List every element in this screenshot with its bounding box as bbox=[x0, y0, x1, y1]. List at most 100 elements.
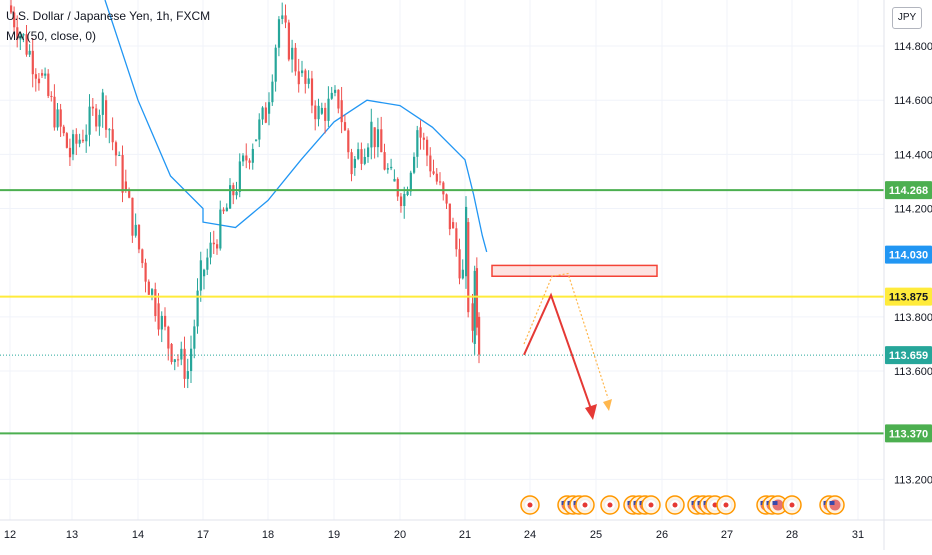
price-label-text: 114.268 bbox=[889, 185, 928, 197]
candle-body bbox=[242, 155, 245, 162]
candle-body bbox=[294, 47, 297, 72]
candle-body bbox=[68, 147, 72, 158]
candle-body bbox=[144, 262, 147, 282]
candle-body bbox=[357, 149, 360, 159]
candle-body bbox=[78, 139, 81, 144]
candle-body bbox=[154, 289, 157, 317]
candle-body bbox=[167, 326, 170, 349]
candle-body bbox=[141, 249, 144, 264]
candle-body bbox=[409, 172, 412, 192]
candle-body bbox=[363, 156, 366, 164]
projection-arrow-dotted[interactable] bbox=[523, 272, 609, 399]
jp-flag-sun bbox=[712, 502, 718, 508]
y-tick-label: 114.800 bbox=[894, 41, 932, 53]
y-tick-label: 114.200 bbox=[894, 204, 932, 216]
candle-body bbox=[216, 244, 219, 249]
candle-body bbox=[59, 109, 62, 127]
candle-body bbox=[75, 134, 78, 144]
candle-body bbox=[350, 152, 353, 175]
candle-body bbox=[393, 178, 396, 182]
candle-body bbox=[287, 22, 290, 60]
currency-label[interactable]: JPY bbox=[892, 7, 922, 29]
candle-body bbox=[219, 209, 222, 249]
candle-body bbox=[183, 348, 186, 379]
candle-body bbox=[173, 359, 176, 363]
candle-body bbox=[229, 185, 232, 209]
jp-event-icon[interactable] bbox=[665, 495, 685, 515]
candle-body bbox=[131, 197, 134, 236]
candle-body bbox=[291, 47, 294, 60]
candle-body bbox=[238, 161, 241, 192]
jp-event-icon[interactable] bbox=[520, 495, 540, 515]
indicator-legend[interactable]: MA (50, close, 0) bbox=[6, 29, 97, 43]
candle-body bbox=[44, 73, 47, 76]
x-tick-label: 13 bbox=[66, 529, 78, 541]
candle-body bbox=[91, 106, 94, 109]
candle-body bbox=[222, 209, 225, 212]
candle-body bbox=[370, 121, 373, 148]
candle-body bbox=[271, 81, 274, 103]
candle-body bbox=[235, 191, 238, 196]
jp-flag-sun bbox=[648, 502, 654, 508]
candle-body bbox=[380, 129, 383, 153]
candle-body bbox=[284, 15, 287, 23]
candle-body bbox=[186, 371, 189, 379]
price-label-text: 113.875 bbox=[889, 292, 928, 304]
candle-body bbox=[65, 133, 68, 148]
candle-body bbox=[314, 105, 317, 120]
candle-body bbox=[442, 182, 445, 195]
price-label-text: 114.030 bbox=[889, 250, 928, 262]
candle-body bbox=[376, 129, 380, 148]
candle-body bbox=[101, 92, 104, 115]
jp-flag-sun bbox=[582, 502, 588, 508]
jp-event-icon[interactable] bbox=[600, 495, 620, 515]
candle-body bbox=[47, 73, 50, 96]
candle-body bbox=[190, 348, 193, 372]
candle-body bbox=[426, 139, 429, 156]
us-flag-canton bbox=[772, 501, 778, 505]
us-event-icon[interactable] bbox=[768, 495, 788, 515]
price-label-box bbox=[885, 424, 932, 443]
candle-body bbox=[297, 71, 300, 85]
candle-body bbox=[209, 242, 212, 258]
candle-body bbox=[157, 303, 160, 330]
us-event-icon[interactable] bbox=[825, 495, 845, 515]
candle-body bbox=[114, 142, 118, 156]
jp-event-icon[interactable] bbox=[782, 495, 802, 515]
candle-body bbox=[301, 70, 304, 74]
y-tick-label: 113.800 bbox=[894, 312, 932, 324]
candle-body bbox=[458, 249, 461, 279]
candle-body bbox=[320, 107, 323, 114]
candle-body bbox=[56, 109, 59, 128]
x-tick-label: 31 bbox=[852, 529, 864, 541]
candle-body bbox=[196, 290, 199, 327]
candle-body bbox=[147, 281, 150, 295]
jp-flag-sun bbox=[527, 502, 533, 508]
candle-body bbox=[193, 326, 196, 349]
candle-body bbox=[85, 134, 88, 142]
candle-body bbox=[478, 316, 481, 355]
candle-body bbox=[160, 315, 163, 330]
jp-flag-sun bbox=[672, 502, 678, 508]
candle-body bbox=[72, 134, 75, 155]
candle-body bbox=[406, 191, 409, 195]
candle-body bbox=[53, 96, 56, 128]
jp-event-icon[interactable] bbox=[716, 495, 736, 515]
x-tick-label: 25 bbox=[590, 529, 602, 541]
candle-body bbox=[206, 257, 209, 270]
candle-body bbox=[419, 127, 422, 138]
candle-body bbox=[281, 15, 284, 19]
candle-body bbox=[34, 74, 37, 79]
candle-body bbox=[164, 315, 167, 327]
jp-event-icon[interactable] bbox=[575, 495, 595, 515]
x-tick-label: 21 bbox=[459, 529, 471, 541]
candle-body bbox=[353, 158, 356, 168]
resistance-zone[interactable] bbox=[491, 264, 658, 277]
candle-body bbox=[337, 89, 340, 109]
jp-event-icon[interactable] bbox=[641, 495, 661, 515]
candle-body bbox=[396, 178, 399, 197]
candle-body bbox=[62, 126, 65, 134]
projection-arrow-solid[interactable] bbox=[523, 292, 592, 410]
